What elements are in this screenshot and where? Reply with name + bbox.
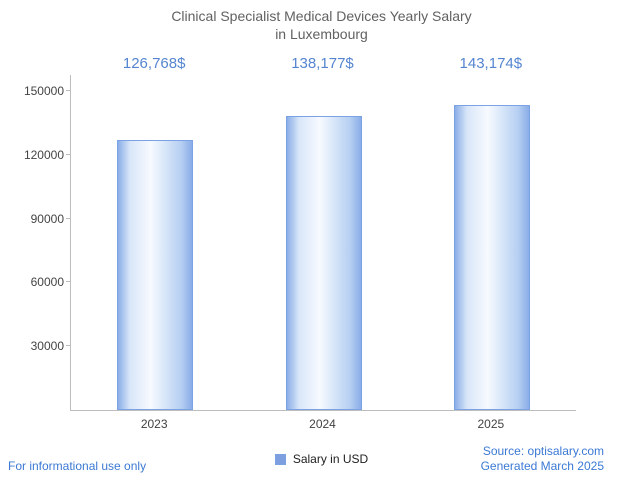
y-axis-tick-label: 120000: [23, 147, 64, 162]
y-axis-tick-mark: [66, 345, 71, 347]
y-axis-tick-mark: [66, 217, 71, 219]
footer-generated: Generated March 2025: [480, 459, 604, 473]
y-axis-tick-label: 30000: [30, 339, 64, 354]
y-axis-tick-mark: [66, 89, 71, 91]
legend: Salary in USD: [0, 452, 643, 466]
footer-source-block: Source: optisalary.com Generated March 2…: [481, 444, 604, 474]
x-axis-tick-label-2024: 2024: [309, 417, 336, 431]
y-axis-tick-label: 150000: [23, 83, 64, 98]
y-axis-tick-label: 90000: [30, 211, 64, 226]
bar-value-label-2025: 143,174$: [459, 55, 523, 72]
legend-swatch-icon: [274, 453, 286, 465]
chart-title: Clinical Specialist Medical Devices Year…: [0, 7, 643, 43]
y-axis-labels: 30000 60000 90000 120000 150000: [0, 75, 64, 410]
x-axis-tick-label-2023: 2023: [140, 417, 168, 431]
chart-title-line1: Clinical Specialist Medical Devices Year…: [171, 8, 472, 24]
y-axis-tick-mark: [66, 153, 71, 155]
bar-2023: [117, 140, 193, 410]
bar-value-labels: 126,768$ 138,177$ 143,174$: [70, 55, 575, 75]
x-axis-tick-label-2025: 2025: [477, 417, 505, 431]
bar-value-label-2024: 138,177$: [291, 55, 354, 72]
x-axis-labels: 2023 2024 2025: [70, 417, 575, 431]
plot-area: [66, 75, 576, 411]
footer-source-link[interactable]: Source: optisalary.com: [482, 444, 604, 458]
bar-2025: [454, 105, 530, 410]
bar-value-label-2023: 126,768$: [122, 55, 186, 72]
footer-disclaimer: For informational use only: [8, 459, 147, 473]
y-axis-tick-mark: [66, 281, 71, 283]
y-axis-tick-label: 60000: [30, 275, 64, 290]
chart-title-line2: in Luxembourg: [275, 26, 368, 42]
bar-2024: [286, 116, 362, 410]
legend-label: Salary in USD: [292, 452, 369, 466]
